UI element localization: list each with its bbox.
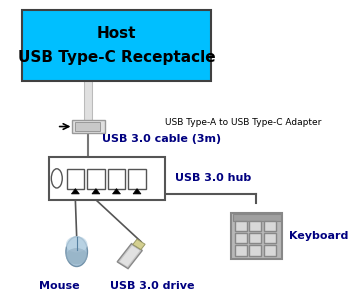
Text: USB Type-A to USB Type-C Adapter: USB Type-A to USB Type-C Adapter: [164, 118, 321, 126]
Ellipse shape: [66, 236, 88, 252]
Bar: [231, 213, 282, 259]
Bar: [233, 214, 281, 221]
Text: Keyboard: Keyboard: [289, 231, 348, 241]
Bar: [250, 221, 261, 231]
Bar: [48, 157, 164, 200]
Bar: [87, 169, 104, 189]
Text: USB 3.0 cable (3m): USB 3.0 cable (3m): [102, 134, 221, 144]
Bar: [235, 233, 247, 243]
Text: USB Type-C Receptacle: USB Type-C Receptacle: [18, 51, 215, 65]
Bar: [22, 10, 211, 81]
Bar: [250, 233, 261, 243]
Polygon shape: [112, 189, 121, 194]
Bar: [235, 221, 247, 231]
Bar: [108, 169, 125, 189]
Polygon shape: [117, 244, 142, 269]
Bar: [67, 169, 84, 189]
Polygon shape: [120, 246, 140, 266]
Text: Mouse: Mouse: [38, 281, 79, 291]
Bar: [264, 221, 276, 231]
Ellipse shape: [66, 248, 88, 264]
Bar: [264, 233, 276, 243]
Bar: [264, 245, 276, 256]
Text: USB 3.0 drive: USB 3.0 drive: [110, 281, 194, 291]
Polygon shape: [92, 189, 100, 194]
Text: USB 3.0 hub: USB 3.0 hub: [174, 173, 251, 183]
Bar: [72, 120, 105, 133]
Ellipse shape: [51, 169, 62, 188]
Bar: [250, 245, 261, 256]
Bar: [235, 245, 247, 256]
Text: Host: Host: [97, 26, 136, 41]
Bar: [129, 169, 146, 189]
Ellipse shape: [66, 237, 88, 266]
Bar: [75, 122, 100, 131]
Polygon shape: [71, 189, 79, 194]
Polygon shape: [133, 189, 141, 194]
Polygon shape: [133, 239, 145, 250]
